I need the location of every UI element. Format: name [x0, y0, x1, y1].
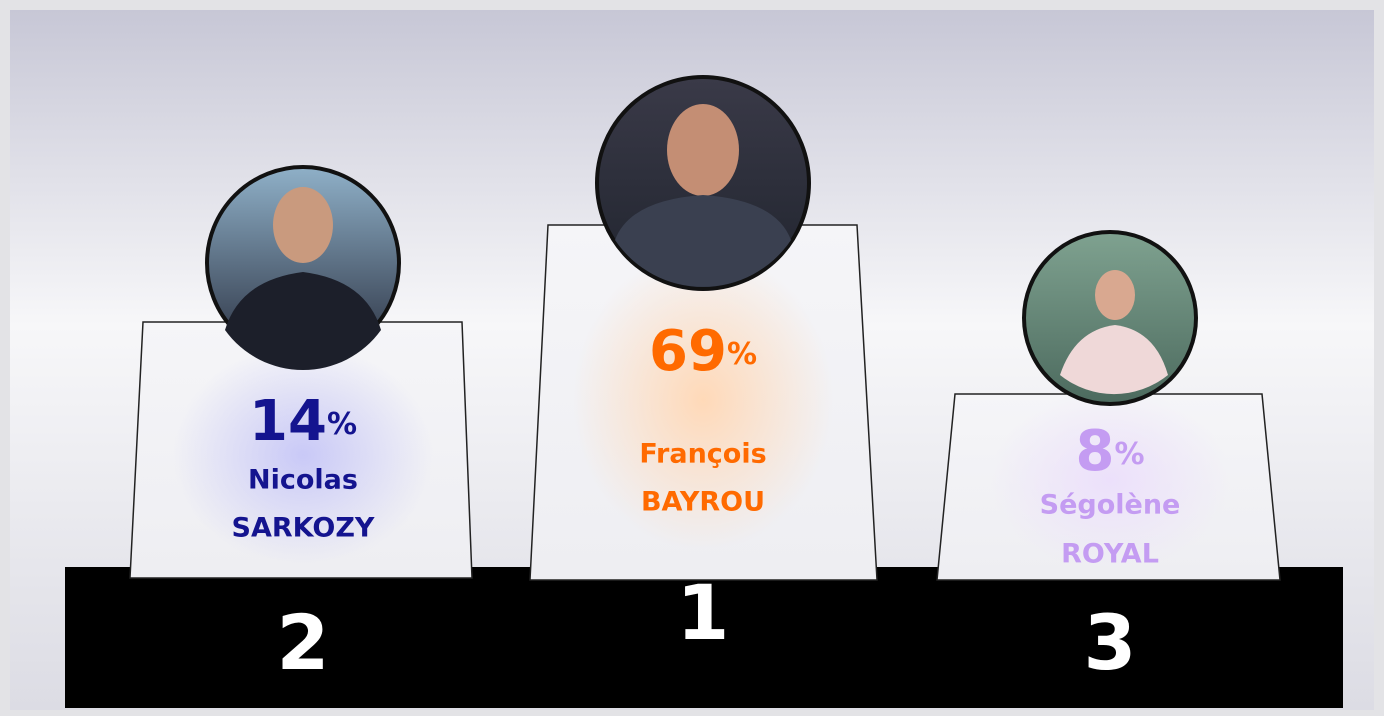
percentage-unit: %	[1114, 437, 1144, 472]
first-name: François	[639, 439, 766, 470]
last-name: ROYAL	[1061, 539, 1159, 570]
rank: 2	[277, 598, 330, 687]
portrait	[205, 165, 401, 371]
glow	[573, 250, 833, 550]
percentage: 14%	[249, 389, 357, 454]
percentage-unit: %	[327, 407, 357, 442]
percentage-value: 14	[249, 389, 327, 454]
last-name: BAYROU	[641, 487, 765, 518]
glow	[173, 345, 433, 565]
percentage-value: 69	[649, 319, 727, 384]
first-name: Nicolas	[248, 465, 358, 496]
portrait	[1022, 230, 1198, 406]
percentage: 8%	[1075, 419, 1144, 484]
rank: 3	[1084, 598, 1137, 687]
first-name: Ségolène	[1040, 490, 1181, 521]
last-name: SARKOZY	[232, 513, 375, 544]
percentage-value: 8	[1075, 419, 1114, 484]
portrait	[595, 75, 811, 291]
rank: 1	[677, 568, 730, 657]
percentage-unit: %	[727, 337, 757, 372]
podium-base	[65, 567, 1343, 708]
glow	[990, 390, 1230, 570]
percentage: 69%	[649, 319, 757, 384]
